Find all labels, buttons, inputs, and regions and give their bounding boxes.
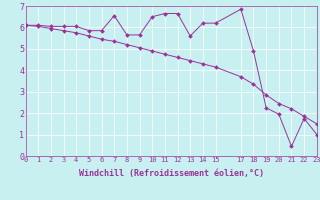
X-axis label: Windchill (Refroidissement éolien,°C): Windchill (Refroidissement éolien,°C) bbox=[79, 169, 264, 178]
